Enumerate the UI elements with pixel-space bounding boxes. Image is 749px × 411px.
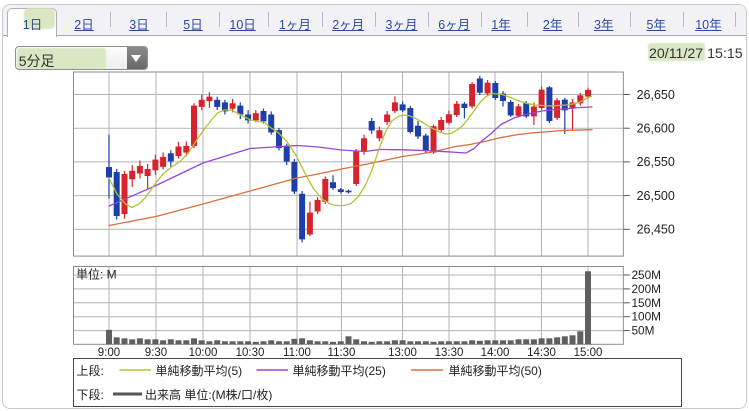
svg-text:13:00: 13:00: [388, 347, 417, 359]
svg-text:26,550: 26,550: [637, 155, 675, 169]
svg-text:50M: 50M: [632, 324, 655, 338]
svg-text:9:00: 9:00: [98, 347, 120, 359]
svg-text:26,600: 26,600: [637, 122, 675, 136]
svg-text:14:00: 14:00: [481, 347, 510, 359]
svg-text:100M: 100M: [632, 310, 662, 324]
svg-text:10:00: 10:00: [189, 347, 218, 359]
svg-text:150M: 150M: [632, 296, 662, 310]
svg-text:26,500: 26,500: [637, 189, 675, 203]
svg-text:250M: 250M: [632, 268, 662, 282]
svg-text:11:30: 11:30: [328, 347, 356, 359]
svg-text:9:30: 9:30: [145, 347, 167, 359]
svg-text:13:30: 13:30: [435, 347, 464, 359]
svg-text:15:00: 15:00: [574, 347, 603, 359]
svg-text:26,450: 26,450: [637, 223, 675, 237]
svg-text:200M: 200M: [632, 282, 662, 296]
svg-text:14:30: 14:30: [527, 347, 556, 359]
svg-text:単位: M: 単位: M: [76, 267, 117, 282]
svg-text:10:30: 10:30: [236, 347, 265, 359]
svg-text:11:00: 11:00: [283, 347, 311, 359]
svg-text:26,650: 26,650: [637, 88, 675, 102]
